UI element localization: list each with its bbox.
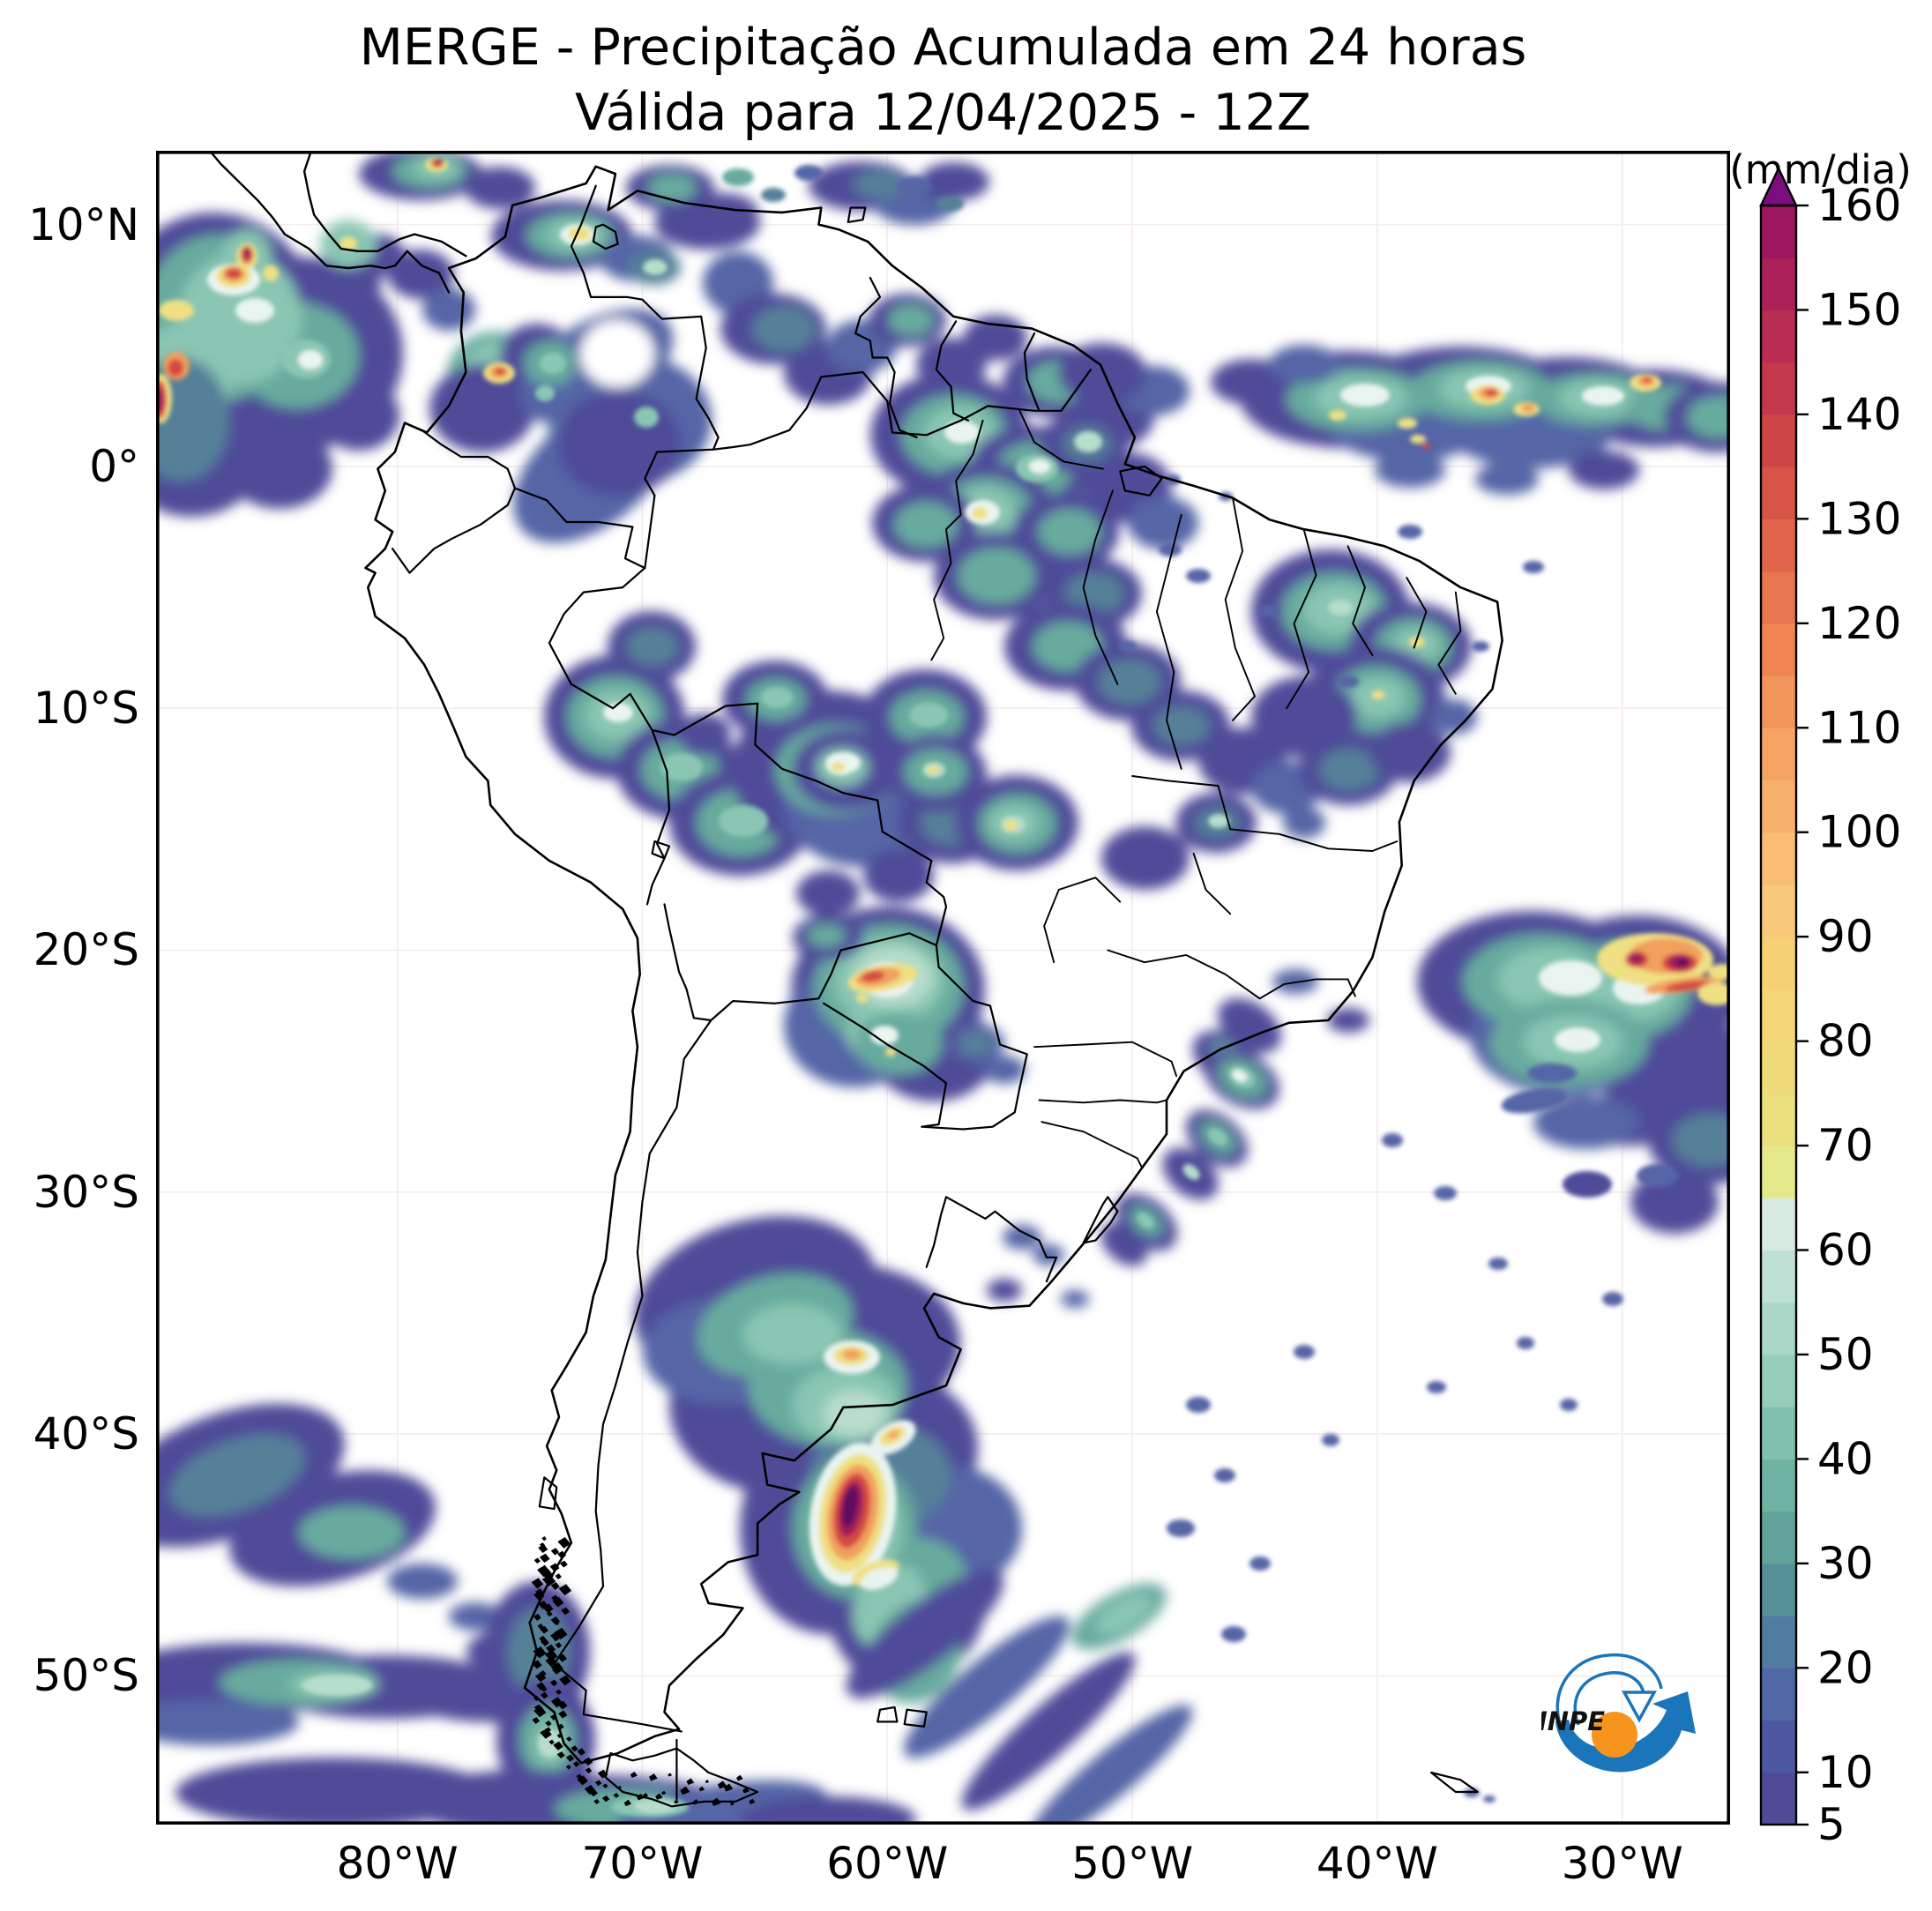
colorbar-tick-label-10: 10 bbox=[1817, 1747, 1874, 1798]
lat-label-30S: 30°S bbox=[33, 1166, 139, 1218]
colorbar-tick-label-70: 70 bbox=[1817, 1120, 1874, 1171]
lat-label-10N: 10°N bbox=[27, 198, 139, 250]
colorbar-tick-label-80: 80 bbox=[1817, 1016, 1874, 1067]
lon-label-40W: 40°W bbox=[1316, 1838, 1438, 1889]
colorbar-tick-label-90: 90 bbox=[1817, 911, 1874, 962]
colorbar-tick-label-5: 5 bbox=[1817, 1799, 1846, 1848]
logo-outer-arc bbox=[1555, 1653, 1663, 1733]
colorbar-ticks: 160 150 140 130 120 110 100 90 80 70 60 50 40 30 20 105 bbox=[1796, 180, 1901, 1848]
colorbar: 160 150 140 130 120 110 100 90 80 70 60 50 40 30 20 105 bbox=[1759, 166, 1901, 1848]
precipitation-map bbox=[156, 151, 1730, 1825]
colorbar-tick-label-30: 30 bbox=[1817, 1538, 1874, 1589]
colorbar-unit-label: (mm/dia) bbox=[1729, 146, 1912, 193]
colorbar-tick-label-140: 140 bbox=[1817, 389, 1901, 440]
colorbar-tick-label-40: 40 bbox=[1817, 1433, 1874, 1484]
precip-field-cores bbox=[156, 158, 1730, 1818]
inpe-logo: INPE bbox=[1541, 1653, 1696, 1773]
lon-label-80W: 80°W bbox=[336, 1838, 459, 1889]
logo-hollow-arrow-icon bbox=[1622, 1691, 1657, 1723]
colorbar-tick-label-20: 20 bbox=[1817, 1642, 1874, 1693]
colorbar-tick-label-160: 160 bbox=[1817, 180, 1901, 231]
colorbar-tick-label-120: 120 bbox=[1817, 598, 1901, 649]
lat-label-0: 0° bbox=[89, 440, 139, 492]
colorbar-tick-label-150: 150 bbox=[1817, 284, 1901, 335]
lat-label-40S: 40°S bbox=[33, 1408, 139, 1460]
colorbar-outline bbox=[1759, 204, 1798, 1826]
lon-label-50W: 50°W bbox=[1071, 1838, 1194, 1889]
map-title-line2: Válida para 12/04/2025 - 12Z bbox=[575, 84, 1311, 142]
map-area bbox=[156, 151, 1730, 1825]
lon-label-70W: 70°W bbox=[581, 1838, 704, 1889]
colorbar-tick-label-100: 100 bbox=[1817, 807, 1901, 858]
lon-label-60W: 60°W bbox=[826, 1838, 949, 1889]
colorbar-overflow-arrow bbox=[1759, 166, 1798, 207]
lat-label-50S: 50°S bbox=[33, 1650, 139, 1702]
map-title-line1: MERGE - Precipitação Acumulada em 24 hor… bbox=[359, 19, 1527, 77]
lat-label-10S: 10°S bbox=[33, 683, 139, 735]
logo-inner-arc bbox=[1573, 1671, 1645, 1726]
colorbar-tick-label-60: 60 bbox=[1817, 1225, 1874, 1276]
inpe-swirl-icon: INPE bbox=[1541, 1653, 1696, 1773]
lon-label-30W: 30°W bbox=[1561, 1838, 1683, 1889]
logo-text: INPE bbox=[1541, 1706, 1605, 1736]
coastlines-and-borders bbox=[208, 151, 1503, 1808]
colorbar-tick-label-110: 110 bbox=[1817, 702, 1901, 753]
lat-label-20S: 20°S bbox=[33, 924, 139, 976]
logo-swoosh-arrow-icon bbox=[1555, 1691, 1696, 1773]
fjord-coast-detail bbox=[531, 1536, 756, 1807]
logo-orange-dot bbox=[1592, 1712, 1637, 1758]
colorbar-tick-label-130: 130 bbox=[1817, 493, 1901, 544]
map-frame bbox=[156, 151, 1730, 1825]
colorbar-tick-label-50: 50 bbox=[1817, 1329, 1874, 1380]
